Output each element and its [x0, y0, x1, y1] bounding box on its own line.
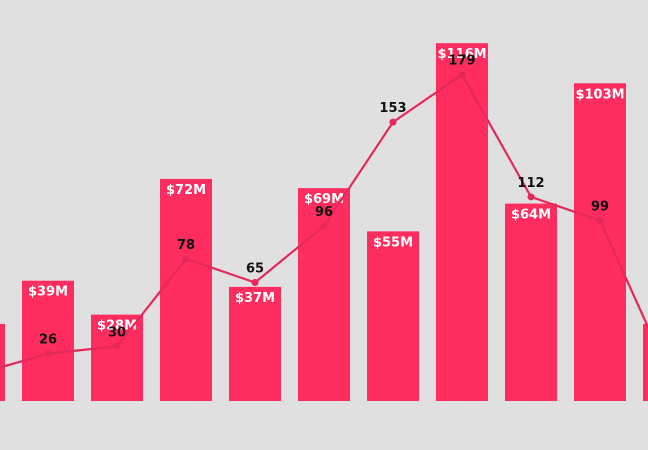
line-point-2 — [113, 342, 121, 350]
bar-4 — [229, 286, 281, 401]
line-value-label-2: 30 — [108, 325, 126, 340]
bar-value-label-4: $37M — [235, 291, 275, 306]
line-value-label-4: 65 — [246, 262, 264, 277]
line-value-label-7: 179 — [448, 54, 475, 69]
bar-1 — [22, 280, 74, 401]
line-point-4 — [251, 279, 259, 287]
bar-value-label-5: $69M — [304, 192, 344, 207]
bar-value-label-1: $39M — [28, 285, 68, 300]
line-value-label-3: 78 — [177, 238, 195, 253]
bar-value-label-2: $28M — [97, 319, 137, 334]
line-point-9 — [596, 217, 604, 225]
line-label-layer: 26 30 78 65 96 153 179 112 99 — [39, 54, 609, 348]
bar-8 — [505, 203, 557, 401]
bar-value-label-7: $116M — [437, 47, 486, 62]
line-value-label-8: 112 — [517, 176, 544, 191]
line-point-6 — [389, 118, 397, 126]
bar-7 — [436, 43, 488, 401]
line-point-3 — [182, 255, 190, 263]
bar-value-label-6: $55M — [373, 235, 413, 250]
line-point-layer — [44, 71, 604, 358]
bar-0 — [0, 323, 5, 401]
bar-10 — [643, 323, 648, 401]
line-value-label-5: 96 — [315, 205, 333, 220]
bar-value-label-9: $103M — [575, 87, 624, 102]
line-value-label-1: 26 — [39, 333, 57, 348]
line-point-1 — [44, 350, 52, 358]
bar-6 — [367, 231, 419, 401]
line-point-8 — [527, 193, 535, 201]
bar-9 — [574, 83, 626, 402]
bar-value-label-8: $64M — [511, 208, 551, 223]
bar-label-layer: $39M $28M $72M $37M $69M $55M $116M $64M $103M — [28, 47, 625, 333]
line-point-7 — [458, 71, 466, 79]
bar-value-label-3: $72M — [166, 183, 206, 198]
line-value-label-6: 153 — [379, 101, 406, 116]
line-point-5 — [320, 222, 328, 230]
line-value-label-9: 99 — [591, 200, 609, 215]
bar-5 — [298, 188, 350, 401]
bar-2 — [91, 314, 143, 401]
bar-3 — [160, 178, 212, 401]
